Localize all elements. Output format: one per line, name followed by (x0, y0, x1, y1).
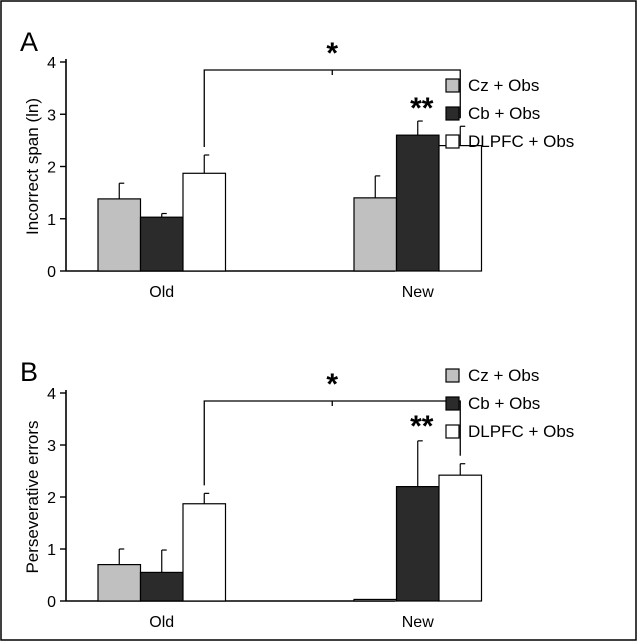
panel-a-legend-label: Cb + Obs (468, 104, 540, 123)
panel-b-legend-swatch (445, 368, 460, 383)
panel-a-y-tick-label: 4 (47, 55, 56, 72)
panel-b-y-axis-title: Perseverative errors (23, 420, 42, 573)
panel-a-legend-swatch (445, 134, 460, 149)
panel-b-bar (395, 486, 440, 602)
panel-a-bar-star: ** (410, 92, 434, 125)
panel-a-y-tick-label: 1 (47, 212, 56, 229)
panel-b-y-tick-label: 2 (47, 490, 56, 507)
panel-a-x-tick-label: Old (149, 284, 174, 301)
panel-b-bar-star: ** (410, 410, 434, 443)
panel-a-y-axis-title: Incorrect span (ln) (23, 98, 42, 235)
panel-a-label: A (20, 27, 38, 57)
panel-a-bracket-star: * (326, 37, 338, 70)
panel-a-bar (139, 216, 184, 272)
panel-b-x-tick-label: Old (149, 614, 174, 631)
panel-a-bar (353, 197, 398, 272)
panel-a-legend-swatch (445, 78, 460, 93)
panel-b-legend-label: Cb + Obs (468, 394, 540, 413)
panel-b-y-tick-label: 1 (47, 542, 56, 559)
panel-b-legend-label: DLPFC + Obs (468, 422, 574, 441)
panel-b-bar (438, 474, 483, 602)
panel-b-bar (353, 598, 398, 602)
panel-a-bar (438, 145, 483, 272)
panel-b-y-tick-label: 0 (47, 594, 56, 611)
panel-b-bracket-star: * (326, 368, 338, 401)
panel-a-y-tick-label: 2 (47, 160, 56, 177)
panel-a-y-tick-label: 3 (47, 107, 56, 124)
panel-b-legend-swatch (445, 424, 460, 439)
panel-b-bar (97, 563, 142, 602)
panel-a-legend-label: Cz + Obs (468, 76, 539, 95)
panel-a-bar (97, 198, 142, 272)
panel-a-x-tick-label: New (402, 284, 434, 301)
panel-b-legend-swatch (445, 396, 460, 411)
panel-a-y-tick-label: 0 (47, 264, 56, 281)
panel-b-bar (182, 503, 227, 602)
panel-a-bar (395, 134, 440, 272)
panel-b-legend-label: Cz + Obs (468, 366, 539, 385)
panel-a-legend-swatch (445, 106, 460, 121)
panel-a-bar (182, 172, 227, 272)
panel-b-y-tick-label: 3 (47, 438, 56, 455)
panel-b-x-tick-label: New (402, 614, 434, 631)
panel-b-bar (139, 571, 184, 602)
panel-a-legend-label: DLPFC + Obs (468, 132, 574, 151)
panel-b-label: B (20, 357, 38, 387)
panel-b-y-tick-label: 4 (47, 386, 56, 403)
